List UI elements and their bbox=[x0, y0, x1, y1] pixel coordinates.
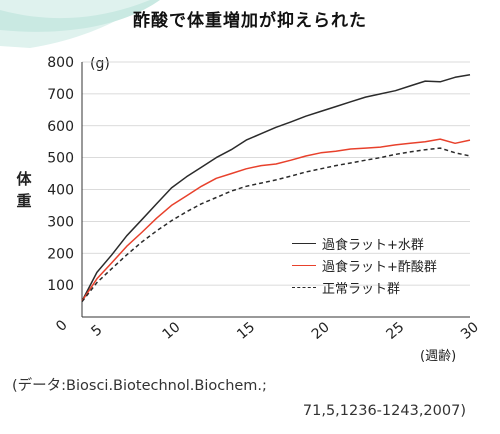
source-citation: (データ:Biosci.Biotechnol.Biochem.; 71,5,12… bbox=[12, 374, 488, 424]
decorative-wave bbox=[0, 0, 160, 48]
legend-label-water: 過食ラット+水群 bbox=[322, 237, 424, 253]
y-unit-label: (g) bbox=[90, 56, 110, 72]
legend-item-acetic-acid: 過食ラット+酢酸群 bbox=[292, 254, 482, 276]
y-tick-label-300: 300 bbox=[47, 214, 74, 230]
legend: 過食ラット+水群 過食ラット+酢酸群 正常ラット群 bbox=[292, 232, 482, 298]
x-tick-label-25: 25 bbox=[383, 319, 407, 343]
legend-item-normal: 正常ラット群 bbox=[292, 276, 482, 298]
y-tick-label-700: 700 bbox=[47, 87, 74, 103]
series-line-1 bbox=[81, 138, 471, 302]
x-tick-label-10: 10 bbox=[160, 319, 184, 343]
x-tick-label-30: 30 bbox=[458, 319, 482, 343]
legend-swatch-water bbox=[292, 242, 316, 244]
source-line-2: 71,5,1236-1243,2007) bbox=[302, 403, 466, 419]
y-tick-label-500: 500 bbox=[47, 151, 74, 167]
y-tick-label-800: 800 bbox=[47, 55, 74, 71]
y-tick-label-100: 100 bbox=[47, 278, 74, 294]
y-tick-label-200: 200 bbox=[47, 246, 74, 262]
legend-swatch-normal bbox=[292, 286, 316, 288]
series-line-2 bbox=[81, 147, 471, 303]
legend-swatch-acetic-acid bbox=[292, 264, 316, 266]
legend-label-acetic-acid: 過食ラット+酢酸群 bbox=[322, 259, 437, 275]
x-tick-label-20: 20 bbox=[309, 319, 333, 343]
legend-item-water: 過食ラット+水群 bbox=[292, 232, 482, 254]
source-line-1: (データ:Biosci.Biotechnol.Biochem.; bbox=[12, 378, 267, 394]
legend-label-normal: 正常ラット群 bbox=[322, 281, 401, 297]
y-tick-label-400: 400 bbox=[47, 183, 74, 199]
x-tick-label-5: 5 bbox=[88, 322, 105, 340]
series-line-0 bbox=[81, 74, 471, 302]
y-tick-label-0: 0 bbox=[53, 317, 71, 335]
chart-title: 酢酸で体重増加が抑えられた bbox=[133, 11, 367, 31]
x-axis-unit-label: (週齢) bbox=[420, 349, 457, 364]
y-axis-label: 体重 bbox=[16, 170, 32, 210]
y-tick-label-600: 600 bbox=[47, 119, 74, 135]
x-tick-label-15: 15 bbox=[234, 319, 258, 343]
